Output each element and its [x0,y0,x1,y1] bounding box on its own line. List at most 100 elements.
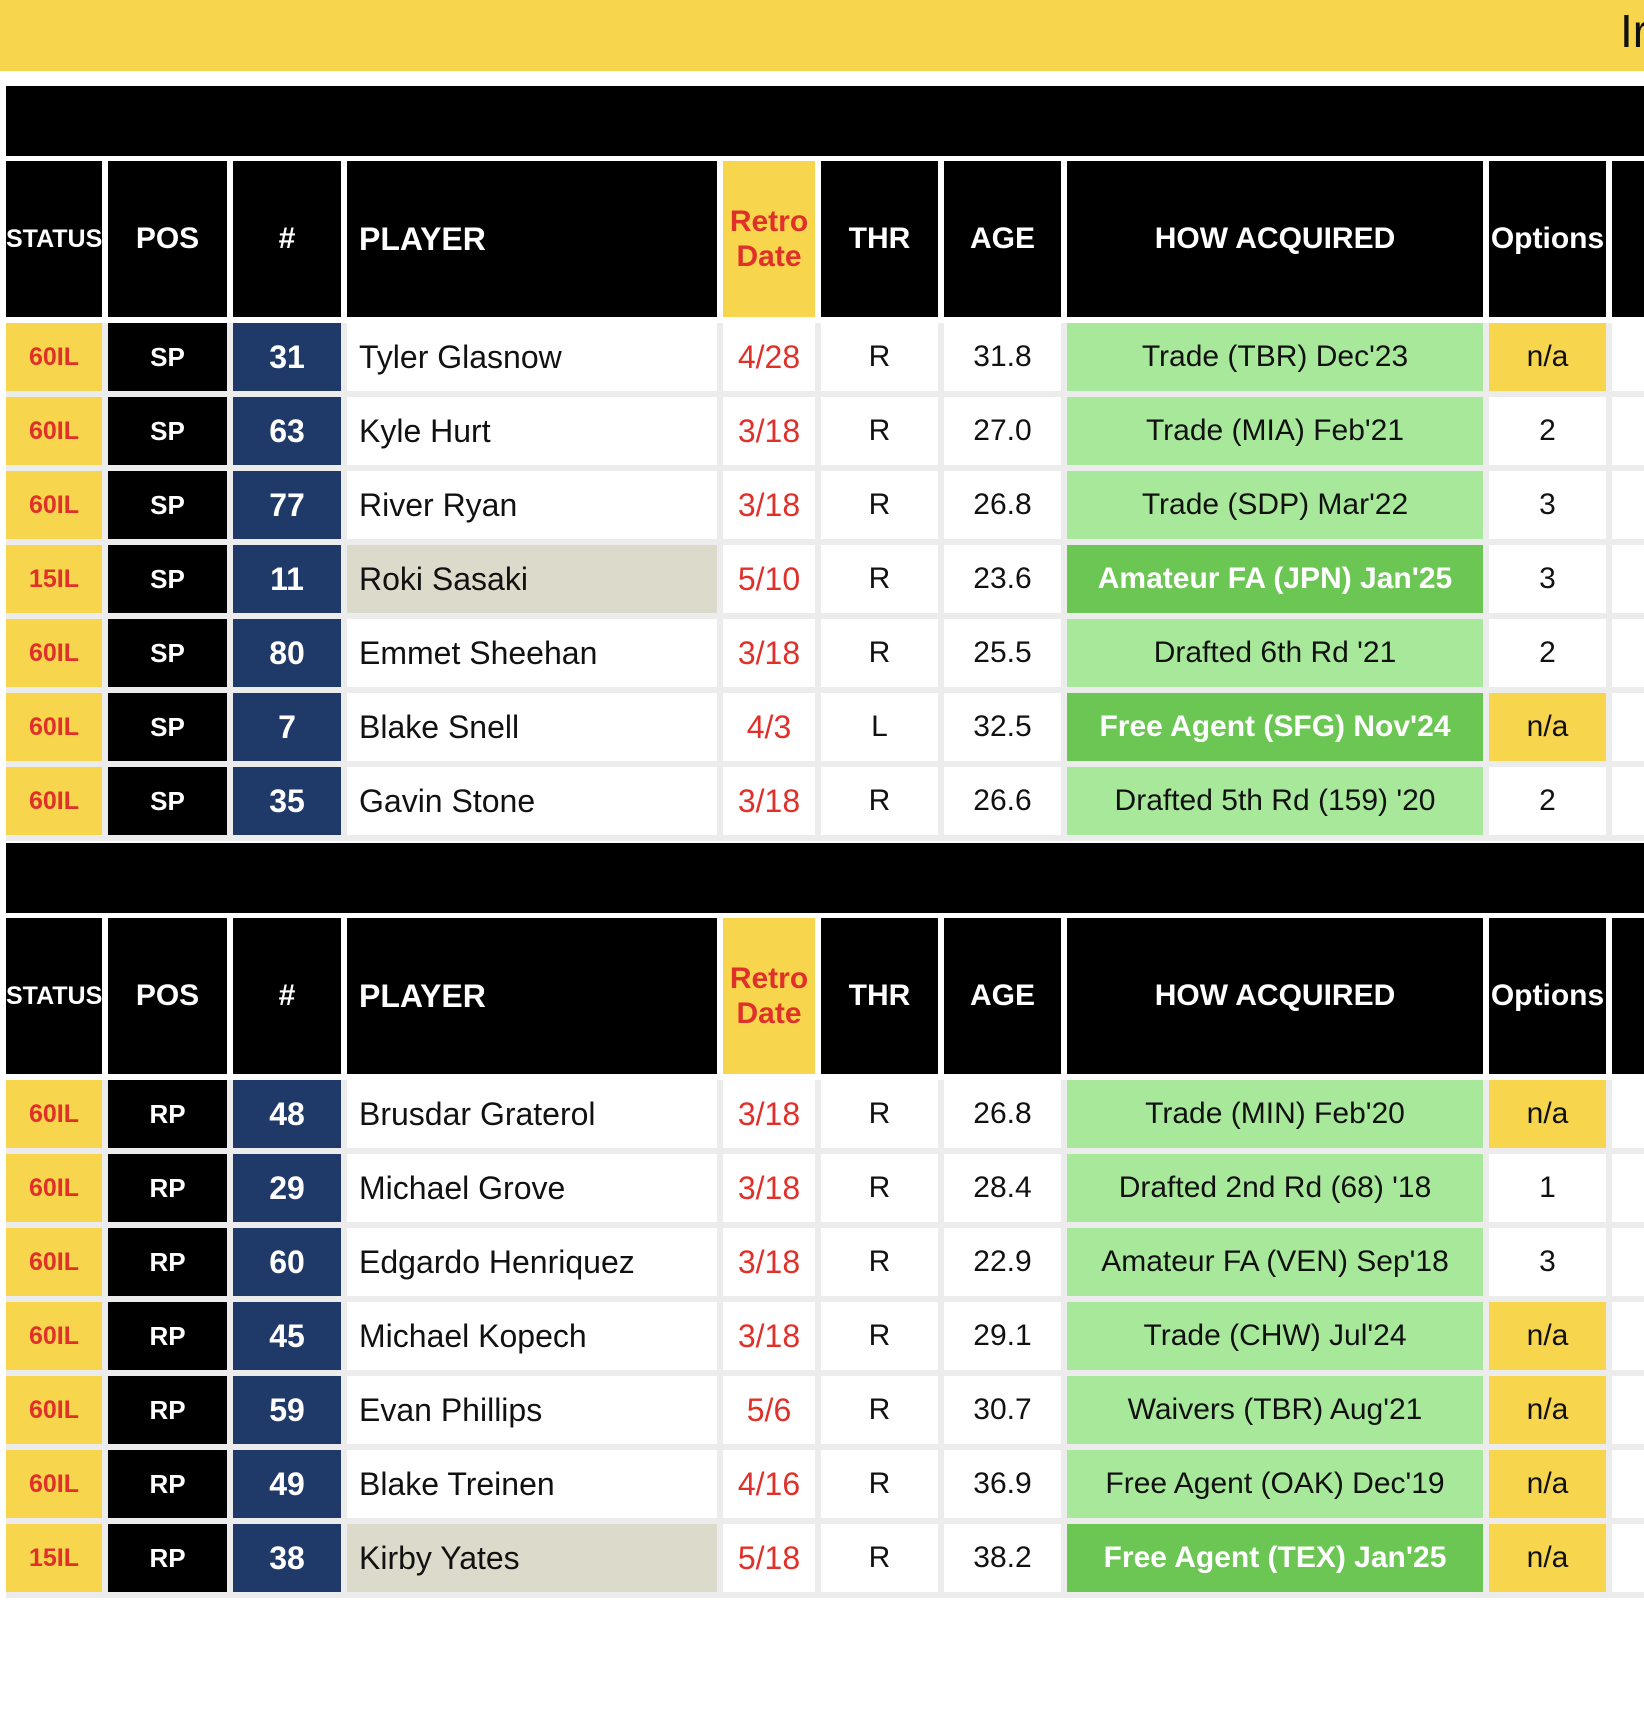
position-cell: RP [108,1376,233,1450]
throws-cell: R [821,471,944,545]
position-cell: SP [108,767,233,841]
status-cell: 60IL [6,1302,108,1376]
position-cell: RP [108,1302,233,1376]
retro-date-cell: 4/28 [723,323,821,397]
header-how-acquired[interactable]: HOW ACQUIRED [1067,161,1489,323]
header-player[interactable]: PLAYER [347,161,723,323]
throws-cell: R [821,1080,944,1154]
how-acquired-cell: Amateur FA (JPN) Jan'25 [1067,545,1489,619]
header-pos[interactable]: POS [108,918,233,1080]
player-name-cell[interactable]: Edgardo Henriquez [347,1228,723,1302]
retro-date-cell: 3/18 [723,1080,821,1154]
jersey-number-cell: 77 [233,471,347,545]
position-cell: RP [108,1450,233,1524]
header-thr[interactable]: THR [821,161,944,323]
options-cell: n/a [1489,1302,1612,1376]
cut-off-cell [1612,545,1644,619]
header-retro-date[interactable]: Retro Date [723,918,821,1080]
header-row: STATUS POS # PLAYER Retro Date THR AGE HO… [6,161,1644,323]
player-name-cell[interactable]: Emmet Sheehan [347,619,723,693]
retro-date-cell: 5/10 [723,545,821,619]
position-cell: SP [108,545,233,619]
jersey-number-cell: 11 [233,545,347,619]
player-name-cell[interactable]: Blake Snell [347,693,723,767]
status-cell: 60IL [6,323,108,397]
header-player[interactable]: PLAYER [347,918,723,1080]
table-row[interactable]: 60IL SP 35 Gavin Stone 3/18 R 26.6 Drafted 5th … [6,767,1644,841]
table-row[interactable]: 60IL SP 80 Emmet Sheehan 3/18 R 25.5 Drafted 6t… [6,619,1644,693]
header-number[interactable]: # [233,918,347,1080]
table-row[interactable]: 60IL RP 45 Michael Kopech 3/18 R 29.1 Trade (CH… [6,1302,1644,1376]
table-row[interactable]: 60IL RP 29 Michael Grove 3/18 R 28.4 Drafted 2n… [6,1154,1644,1228]
player-name-cell[interactable]: Tyler Glasnow [347,323,723,397]
retro-date-cell: 4/16 [723,1450,821,1524]
table-row[interactable]: 60IL RP 48 Brusdar Graterol 3/18 R 26.8 Trade (… [6,1080,1644,1154]
retro-date-cell: 3/18 [723,1228,821,1302]
position-cell: SP [108,619,233,693]
header-status[interactable]: STATUS [6,161,108,323]
throws-cell: R [821,545,944,619]
options-cell: 3 [1489,1228,1612,1302]
player-name-cell[interactable]: Evan Phillips [347,1376,723,1450]
player-name-cell[interactable]: Blake Treinen [347,1450,723,1524]
jersey-number-cell: 48 [233,1080,347,1154]
header-row: STATUS POS # PLAYER Retro Date THR AGE HO… [6,918,1644,1080]
jersey-number-cell: 31 [233,323,347,397]
header-age[interactable]: AGE [944,918,1067,1080]
table-row[interactable]: 15IL SP 11 Roki Sasaki 5/10 R 23.6 Amateur FA (… [6,545,1644,619]
status-cell: 60IL [6,471,108,545]
age-cell: 22.9 [944,1228,1067,1302]
header-retro-date[interactable]: Retro Date [723,161,821,323]
table-row[interactable]: 60IL SP 77 River Ryan 3/18 R 26.8 Trade (SDP) M… [6,471,1644,545]
status-cell: 15IL [6,545,108,619]
header-pos[interactable]: POS [108,161,233,323]
how-acquired-cell: Amateur FA (VEN) Sep'18 [1067,1228,1489,1302]
player-name-cell[interactable]: Kyle Hurt [347,397,723,471]
options-cell: n/a [1489,323,1612,397]
cut-off-cell [1612,1302,1644,1376]
table-row[interactable]: 15IL RP 38 Kirby Yates 5/18 R 38.2 Free Agent (… [6,1524,1644,1598]
table-row[interactable]: 60IL SP 63 Kyle Hurt 3/18 R 27.0 Trade (MIA) Fe… [6,397,1644,471]
player-name-cell[interactable]: Michael Grove [347,1154,723,1228]
options-cell: 2 [1489,619,1612,693]
cut-off-cell [1612,323,1644,397]
how-acquired-cell: Drafted 2nd Rd (68) '18 [1067,1154,1489,1228]
table-row[interactable]: 60IL SP 31 Tyler Glasnow 4/28 R 31.8 Trade (TBR… [6,323,1644,397]
player-name-cell[interactable]: Gavin Stone [347,767,723,841]
age-cell: 32.5 [944,693,1067,767]
header-options[interactable]: Options [1489,918,1612,1080]
options-cell: 2 [1489,767,1612,841]
options-cell: n/a [1489,693,1612,767]
header-number[interactable]: # [233,161,347,323]
player-name-cell[interactable]: Roki Sasaki [347,545,723,619]
table-row[interactable]: 60IL RP 60 Edgardo Henriquez 3/18 R 22.9 Amateu… [6,1228,1644,1302]
starting-pitchers-section: STATUS POS # PLAYER Retro Date THR AGE HO… [6,86,1644,841]
throws-cell: R [821,397,944,471]
player-name-cell[interactable]: Michael Kopech [347,1302,723,1376]
header-age[interactable]: AGE [944,161,1067,323]
player-name-cell[interactable]: Kirby Yates [347,1524,723,1598]
table-row[interactable]: 60IL SP 7 Blake Snell 4/3 L 32.5 Free Agent (SF… [6,693,1644,767]
player-name-cell[interactable]: Brusdar Graterol [347,1080,723,1154]
cut-off-cell [1612,1450,1644,1524]
table-row[interactable]: 60IL RP 59 Evan Phillips 5/6 R 30.7 Waivers (TB… [6,1376,1644,1450]
throws-cell: R [821,1154,944,1228]
player-name-cell[interactable]: River Ryan [347,471,723,545]
header-how-acquired[interactable]: HOW ACQUIRED [1067,918,1489,1080]
relief-pitchers-section: STATUS POS # PLAYER Retro Date THR AGE HO… [6,843,1644,1598]
jersey-number-cell: 80 [233,619,347,693]
jersey-number-cell: 45 [233,1302,347,1376]
header-options[interactable]: Options [1489,161,1612,323]
header-thr[interactable]: THR [821,918,944,1080]
jersey-number-cell: 35 [233,767,347,841]
throws-cell: L [821,693,944,767]
position-cell: SP [108,397,233,471]
header-cut-off [1612,161,1644,323]
table-row[interactable]: 60IL RP 49 Blake Treinen 4/16 R 36.9 Free Agent… [6,1450,1644,1524]
retro-date-cell: 3/18 [723,619,821,693]
position-cell: RP [108,1080,233,1154]
position-cell: RP [108,1154,233,1228]
how-acquired-cell: Trade (TBR) Dec'23 [1067,323,1489,397]
header-status[interactable]: STATUS [6,918,108,1080]
retro-date-cell: 3/18 [723,397,821,471]
